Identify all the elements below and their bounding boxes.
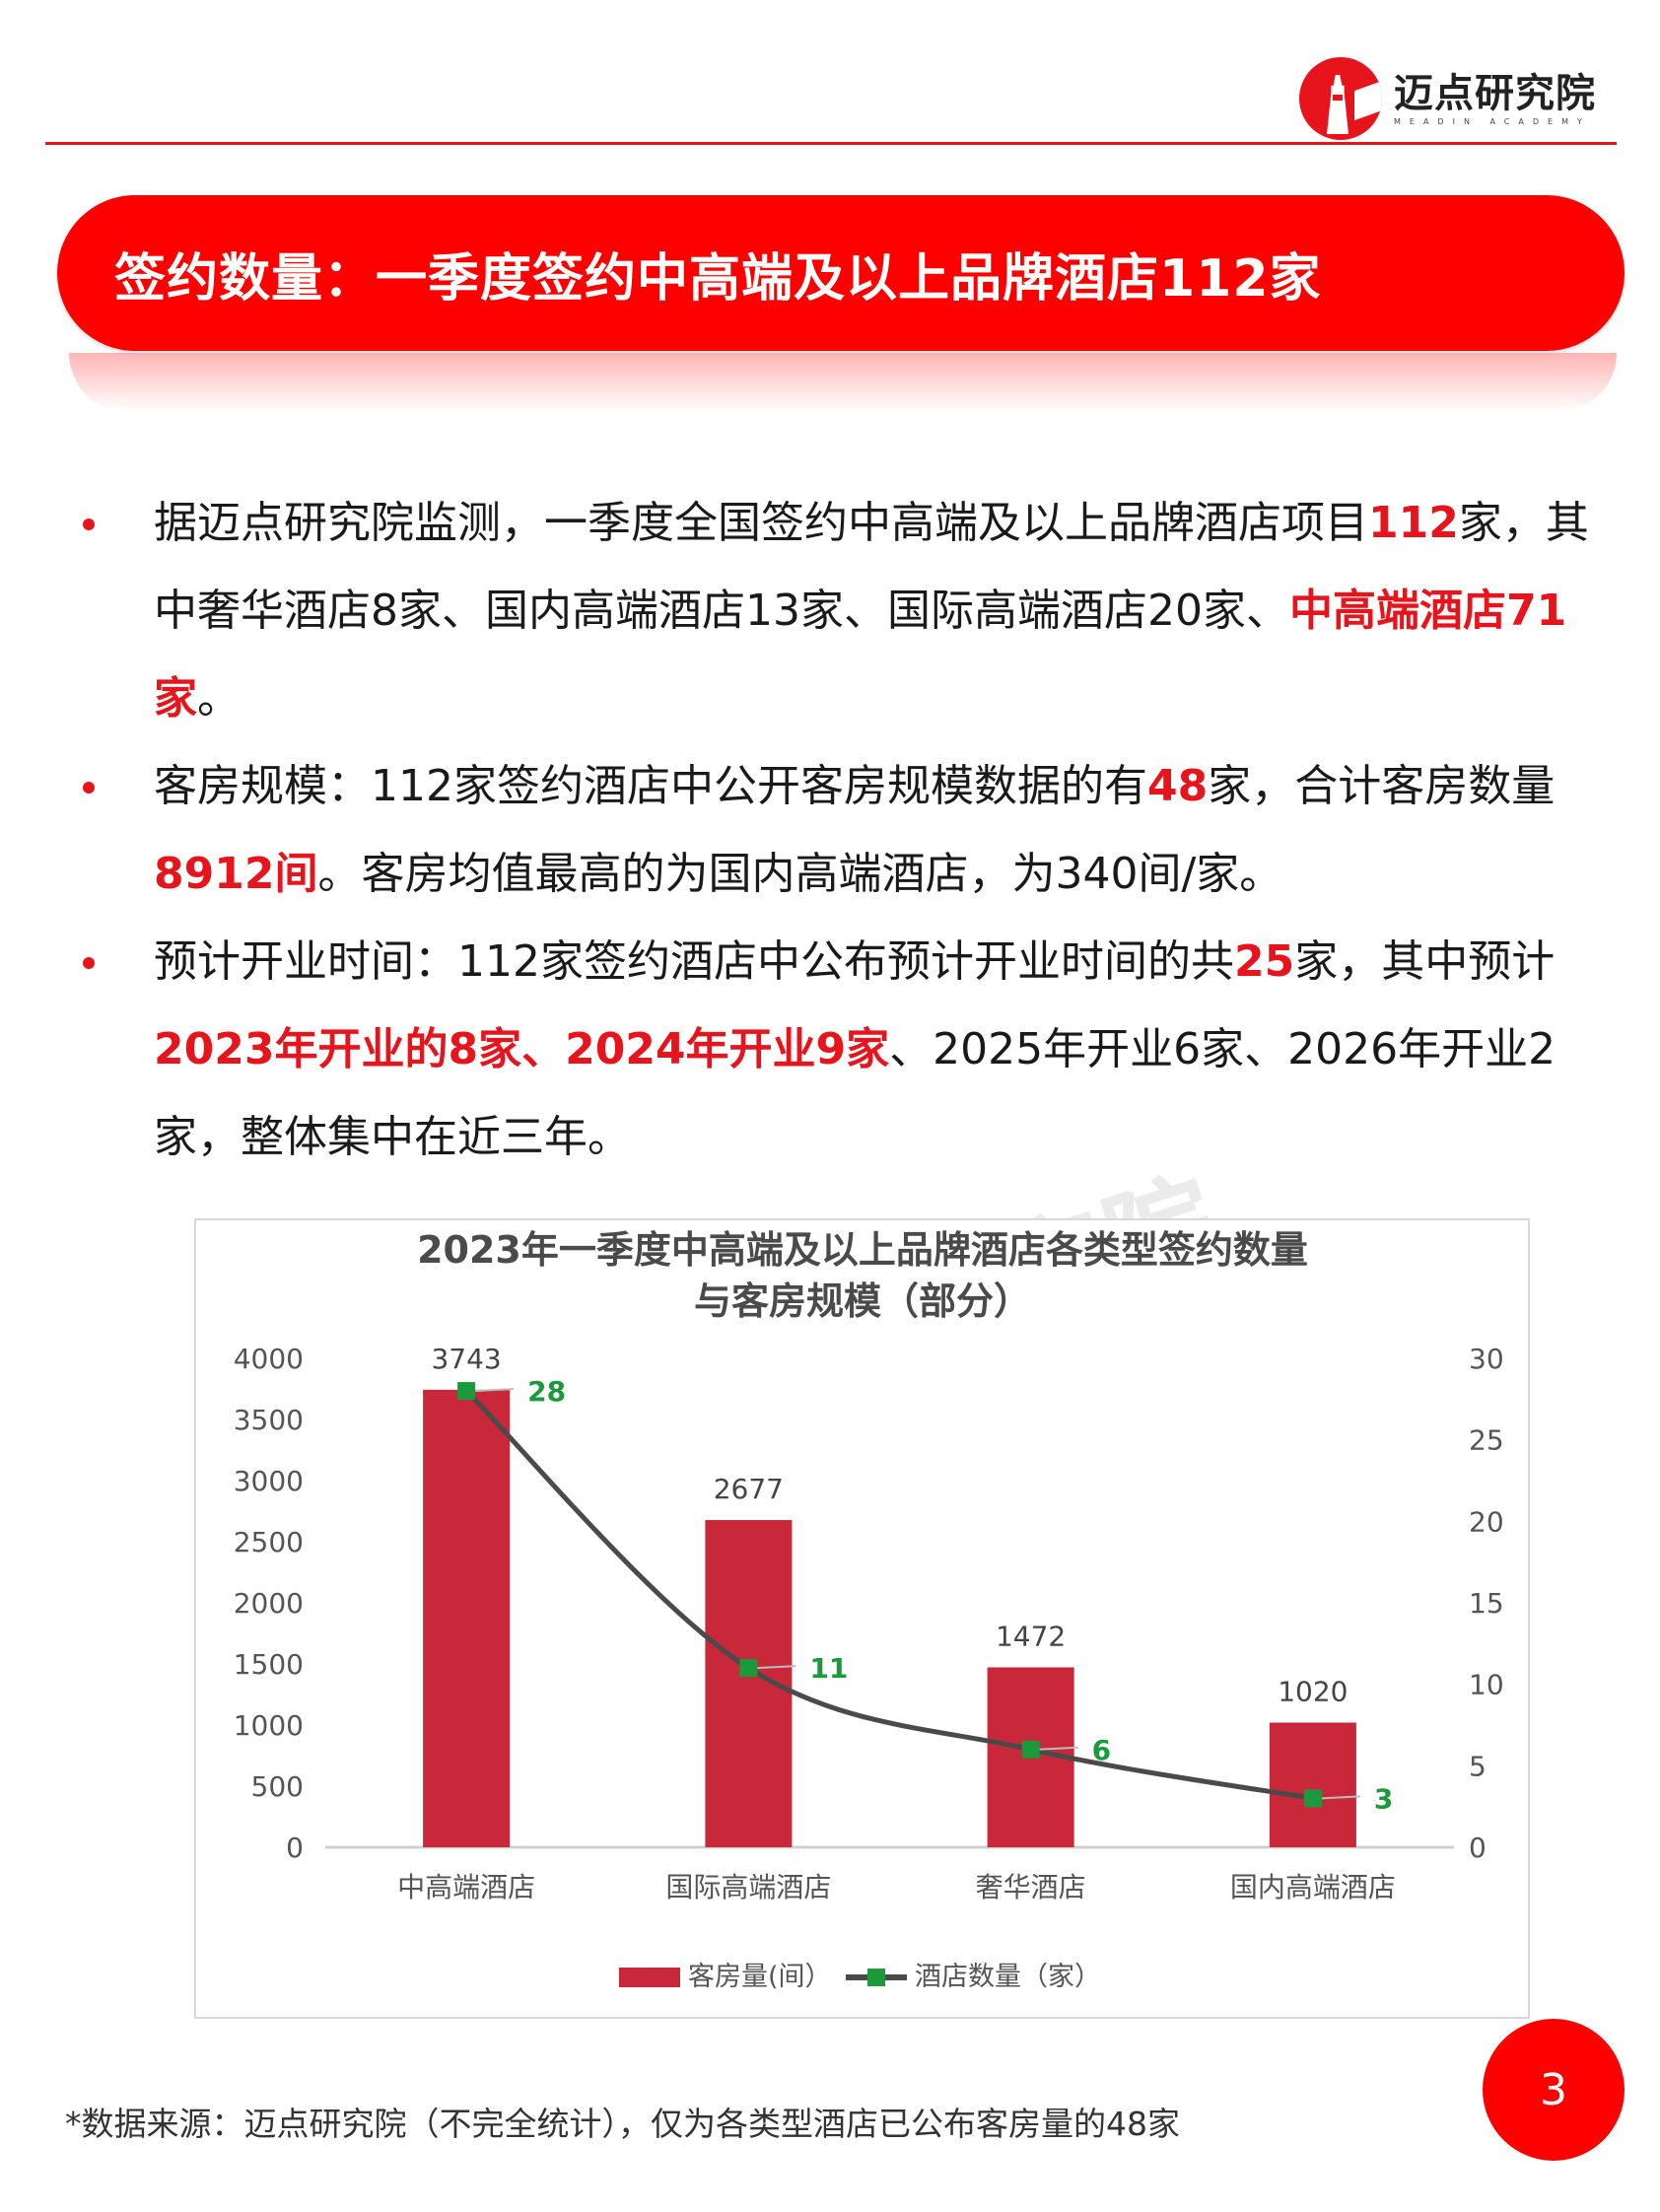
bullet-text: 据迈点研究院监测，一季度全国签约中高端及以上品牌酒店项目	[154, 498, 1368, 548]
line-value-label: 3	[1374, 1782, 1393, 1815]
chart-frame	[194, 1218, 1530, 2019]
highlighted-text: 25	[1233, 936, 1295, 987]
bullet-text: 、2025年开业6家、2026年开业2家，整体集中在近三年。	[154, 1024, 1556, 1162]
logo-english-name: MEADIN ACADEMY	[1394, 116, 1591, 126]
line-marker-icon	[739, 1659, 758, 1678]
x-axis-category-label: 奢华酒店	[976, 1871, 1086, 1903]
bar-value-label: 1020	[1278, 1676, 1348, 1708]
bar	[1269, 1722, 1356, 1847]
legend-label-rooms: 客房量(间）	[688, 1962, 832, 1992]
left-axis-tick: 2000	[234, 1587, 304, 1620]
left-axis-tick: 2500	[234, 1526, 304, 1558]
left-axis-tick: 3500	[234, 1404, 304, 1436]
line-value-label: 11	[809, 1652, 848, 1685]
legend-bar-swatch-icon	[619, 1968, 680, 1987]
bullet-text: 。	[197, 673, 241, 724]
title-banner: 签约数量：一季度签约中高端及以上品牌酒店112家	[57, 195, 1625, 351]
line-value-label: 6	[1092, 1734, 1111, 1766]
header-divider	[45, 142, 1617, 145]
bullet-item: 预计开业时间：112家签约酒店中公布预计开业时间的共25家，其中预计 2023年开…	[83, 918, 1601, 1181]
bullet-list: 据迈点研究院监测，一季度全国签约中高端及以上品牌酒店项目112家，其中奢华酒店8…	[83, 479, 1601, 1181]
bullet-item: 客房规模：112家签约酒店中公开客房规模数据的有48家，合计客房数量 8912间。…	[83, 742, 1601, 918]
lighthouse-logo-icon	[1299, 57, 1382, 140]
bullet-dot-icon	[83, 518, 95, 530]
bullet-text: 。客房均值最高的为国内高端酒店，为340间/家。	[317, 849, 1283, 899]
chart-title: 2023年一季度中高端及以上品牌酒店各类型签约数量 与客房规模（部分）	[0, 1224, 1660, 1327]
legend-label-hotels: 酒店数量（家）	[915, 1962, 1101, 1992]
bullet-text: 家，其中预计	[1294, 936, 1556, 987]
bullet-item: 据迈点研究院监测，一季度全国签约中高端及以上品牌酒店项目112家，其中奢华酒店8…	[83, 479, 1601, 742]
highlighted-text: 2023年开业的8家、2024年开业9家	[154, 1024, 890, 1074]
bullet-dot-icon	[83, 957, 95, 969]
label-leader-line	[1038, 1746, 1078, 1751]
bullet-text: 家，合计客房数量	[1208, 761, 1556, 811]
bullet-dot-icon	[83, 782, 95, 794]
bar-value-label: 1472	[996, 1620, 1066, 1652]
highlighted-text: 48	[1146, 761, 1209, 811]
data-source-footnote: *数据来源：迈点研究院（不完全统计），仅为各类型酒店已公布客房量的48家	[65, 2105, 1180, 2143]
x-axis-category-label: 国内高端酒店	[1230, 1871, 1396, 1903]
bar-value-label: 2677	[714, 1473, 784, 1505]
right-axis-tick: 25	[1469, 1424, 1504, 1457]
right-axis-tick: 10	[1469, 1669, 1504, 1701]
hotel-count-line	[464, 1389, 1314, 1801]
page-number-badge: 3	[1483, 2019, 1625, 2161]
left-axis-tick: 0	[286, 1832, 304, 1864]
line-marker-icon	[457, 1382, 476, 1401]
line-value-label: 28	[527, 1375, 566, 1408]
line-marker-icon	[1303, 1789, 1322, 1808]
right-axis-tick: 5	[1469, 1750, 1487, 1782]
line-marker-icon	[1021, 1740, 1040, 1759]
bullet-text: 预计开业时间：112家签约酒店中公布预计开业时间的共	[154, 936, 1234, 987]
right-axis-tick: 0	[1469, 1832, 1487, 1864]
right-axis-tick: 30	[1469, 1343, 1504, 1375]
label-leader-line	[474, 1388, 515, 1393]
x-axis-category-label: 国际高端酒店	[665, 1871, 831, 1903]
x-axis-category-label: 中高端酒店	[397, 1871, 535, 1903]
chart-title-line1: 2023年一季度中高端及以上品牌酒店各类型签约数量	[417, 1228, 1308, 1272]
highlighted-text: 8912间	[154, 849, 318, 899]
highlighted-text: 112	[1368, 498, 1459, 548]
highlighted-text: 中高端酒店71家	[154, 586, 1567, 724]
right-axis-tick: 15	[1469, 1587, 1504, 1620]
left-axis-tick: 1000	[234, 1709, 304, 1742]
chart-title-line2: 与客房规模（部分）	[693, 1279, 1031, 1323]
bullet-text: 家，其中奢华酒店8家、国内高端酒店13家、国际高端酒店20家、	[154, 498, 1589, 636]
page-title: 签约数量：一季度签约中高端及以上品牌酒店112家	[114, 248, 1322, 309]
bar-value-label: 3743	[431, 1343, 501, 1375]
banner-reflection	[69, 353, 1617, 412]
left-axis-tick: 3000	[234, 1465, 304, 1497]
label-leader-line	[756, 1665, 796, 1670]
left-axis-tick: 500	[251, 1770, 304, 1803]
left-axis-tick: 1500	[234, 1648, 304, 1681]
bar	[423, 1389, 511, 1847]
label-leader-line	[1320, 1795, 1360, 1800]
left-axis-tick: 4000	[234, 1343, 304, 1375]
right-axis-tick: 20	[1469, 1505, 1504, 1538]
brand-logo: 迈点研究院 MEADIN ACADEMY	[1299, 57, 1596, 140]
logo-chinese-name: 迈点研究院	[1394, 70, 1596, 116]
legend-marker-icon	[867, 1969, 885, 1986]
bullet-text: 客房规模：112家签约酒店中公开客房规模数据的有	[154, 761, 1147, 811]
